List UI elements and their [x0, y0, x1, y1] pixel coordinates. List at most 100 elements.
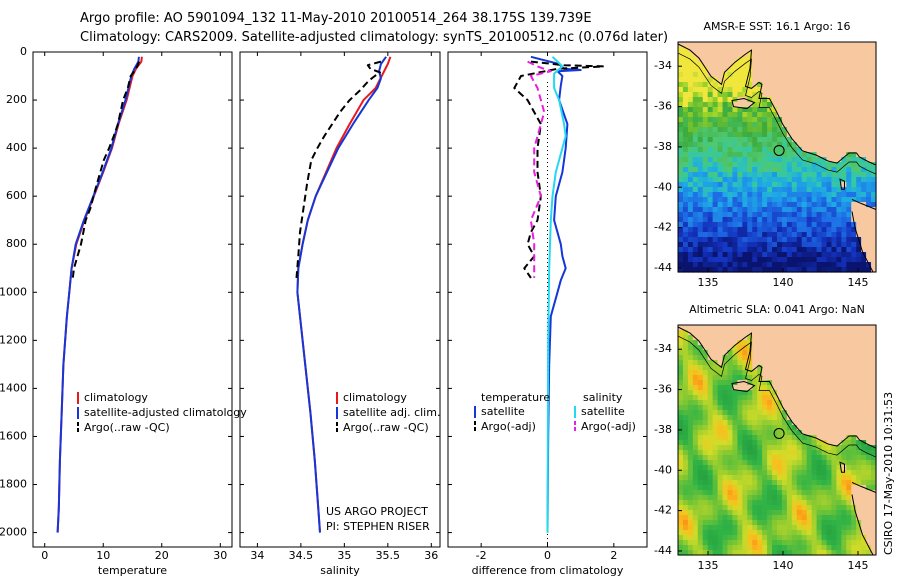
sst-map-cell — [687, 97, 694, 103]
sst-map-cell — [861, 182, 867, 188]
sst-map-cell — [717, 257, 724, 263]
sla-map-cell — [722, 390, 729, 396]
sla-map-cell — [762, 480, 768, 486]
sst-map-cell — [722, 77, 729, 83]
sla-map-cell — [806, 485, 813, 491]
sla-coastline — [677, 326, 877, 449]
sst-map-cell — [717, 47, 724, 53]
sst-map-cell — [806, 137, 813, 143]
sst-map-cell — [772, 262, 778, 268]
sst-map-cell — [796, 107, 803, 113]
sst-map-cell — [722, 92, 729, 98]
sla-map-cell — [836, 345, 842, 351]
sst-map-cell — [682, 122, 689, 128]
sla-map-cell — [866, 495, 872, 501]
sla-map-cell — [722, 330, 729, 336]
sla-map-cell — [678, 395, 684, 401]
sla-map-cell — [682, 360, 689, 366]
sst-map-cell — [722, 232, 729, 238]
sla-map-cell — [678, 365, 684, 371]
sla-map-cell — [871, 360, 877, 366]
sla-map-cell — [821, 520, 828, 526]
sst-map-cell — [722, 132, 729, 138]
sst-map-cell — [752, 187, 758, 193]
sst-map-cell — [767, 67, 773, 73]
sla-map-cell — [826, 460, 833, 466]
sst-map-cell — [866, 232, 872, 238]
sla-map-cell — [777, 410, 783, 416]
sst-map-cell — [767, 207, 773, 213]
sla-map-cell — [851, 475, 857, 481]
sst-map-cell — [772, 167, 778, 173]
sst-map-cell — [836, 257, 842, 263]
sst-map-cell — [821, 192, 828, 198]
sla-map-cell — [836, 460, 842, 466]
sla-map-cell — [737, 480, 743, 486]
sla-map-cell — [801, 400, 808, 406]
sst-map-cell — [678, 197, 684, 203]
sst-map-cell — [757, 227, 763, 233]
sla-map-cell — [727, 445, 734, 451]
sla-map-cell — [757, 395, 763, 401]
sst-map-cell — [742, 127, 748, 133]
sla-map-cell — [747, 395, 753, 401]
sla-map-cell — [821, 480, 828, 486]
sla-map-cell — [687, 520, 694, 526]
sst-map-cell — [682, 137, 689, 143]
sst-map-cell — [752, 197, 758, 203]
sst-map-cell — [737, 267, 743, 273]
sla-map-cell — [742, 395, 748, 401]
sla-map-cell — [747, 450, 753, 456]
sla-map-cell — [826, 430, 833, 436]
sst-map-cell — [717, 127, 724, 133]
sla-map-cell — [846, 550, 852, 556]
sst-map-cell — [727, 152, 734, 158]
sst-map-cell — [801, 227, 808, 233]
sla-map-cell — [851, 340, 857, 346]
sla-map-cell — [737, 390, 743, 396]
sla-map-cell — [836, 505, 842, 511]
sla-map-cell — [737, 380, 743, 386]
temperature-legend-entry-label: satellite-adjusted climatology — [84, 406, 247, 419]
sla-map-cell — [826, 380, 833, 386]
sst-map-cell — [692, 77, 699, 83]
sst-map-cell — [871, 232, 877, 238]
sst-map-cell — [836, 242, 842, 248]
sst-map-cell — [801, 117, 808, 123]
sla-map-cell — [861, 470, 867, 476]
sla-map-cell — [851, 425, 857, 431]
sla-map-cell — [851, 335, 857, 341]
sst-map-cell — [801, 167, 808, 173]
sst-map-cell — [732, 182, 738, 188]
sst-map-cell — [687, 227, 694, 233]
sla-map-cell — [841, 490, 847, 496]
sla-map-cell — [806, 530, 813, 536]
sla-map-cell — [687, 530, 694, 536]
sst-map-cell — [702, 157, 709, 163]
sla-map-cell — [861, 380, 867, 386]
sla-map-cell — [826, 360, 833, 366]
sla-map-cell — [786, 365, 793, 371]
sla-map-cell — [717, 415, 724, 421]
sla-map-cell — [796, 460, 803, 466]
sla-map-cell — [737, 450, 743, 456]
sst-map-cell — [836, 222, 842, 228]
sst-map-cell — [697, 47, 704, 53]
sst-lon-tick-label: 135 — [698, 276, 719, 289]
sst-map-cell — [826, 132, 833, 138]
sst-map-cell — [836, 237, 842, 243]
sst-lat-tick-label: -44 — [654, 261, 672, 274]
sla-map-cell — [846, 525, 852, 531]
sla-map-cell — [821, 325, 828, 331]
sst-map-cell — [816, 237, 823, 243]
sst-map-cell — [866, 62, 872, 68]
sst-map-cell — [786, 157, 793, 163]
sst-map-cell — [717, 167, 724, 173]
sla-map-cell — [841, 520, 847, 526]
sla-map-cell — [687, 395, 694, 401]
sst-map-cell — [811, 82, 818, 88]
sla-map-cell — [692, 350, 699, 356]
sst-map-cell — [856, 147, 862, 153]
sla-map-cell — [732, 535, 738, 541]
sst-map-cell — [816, 52, 823, 58]
